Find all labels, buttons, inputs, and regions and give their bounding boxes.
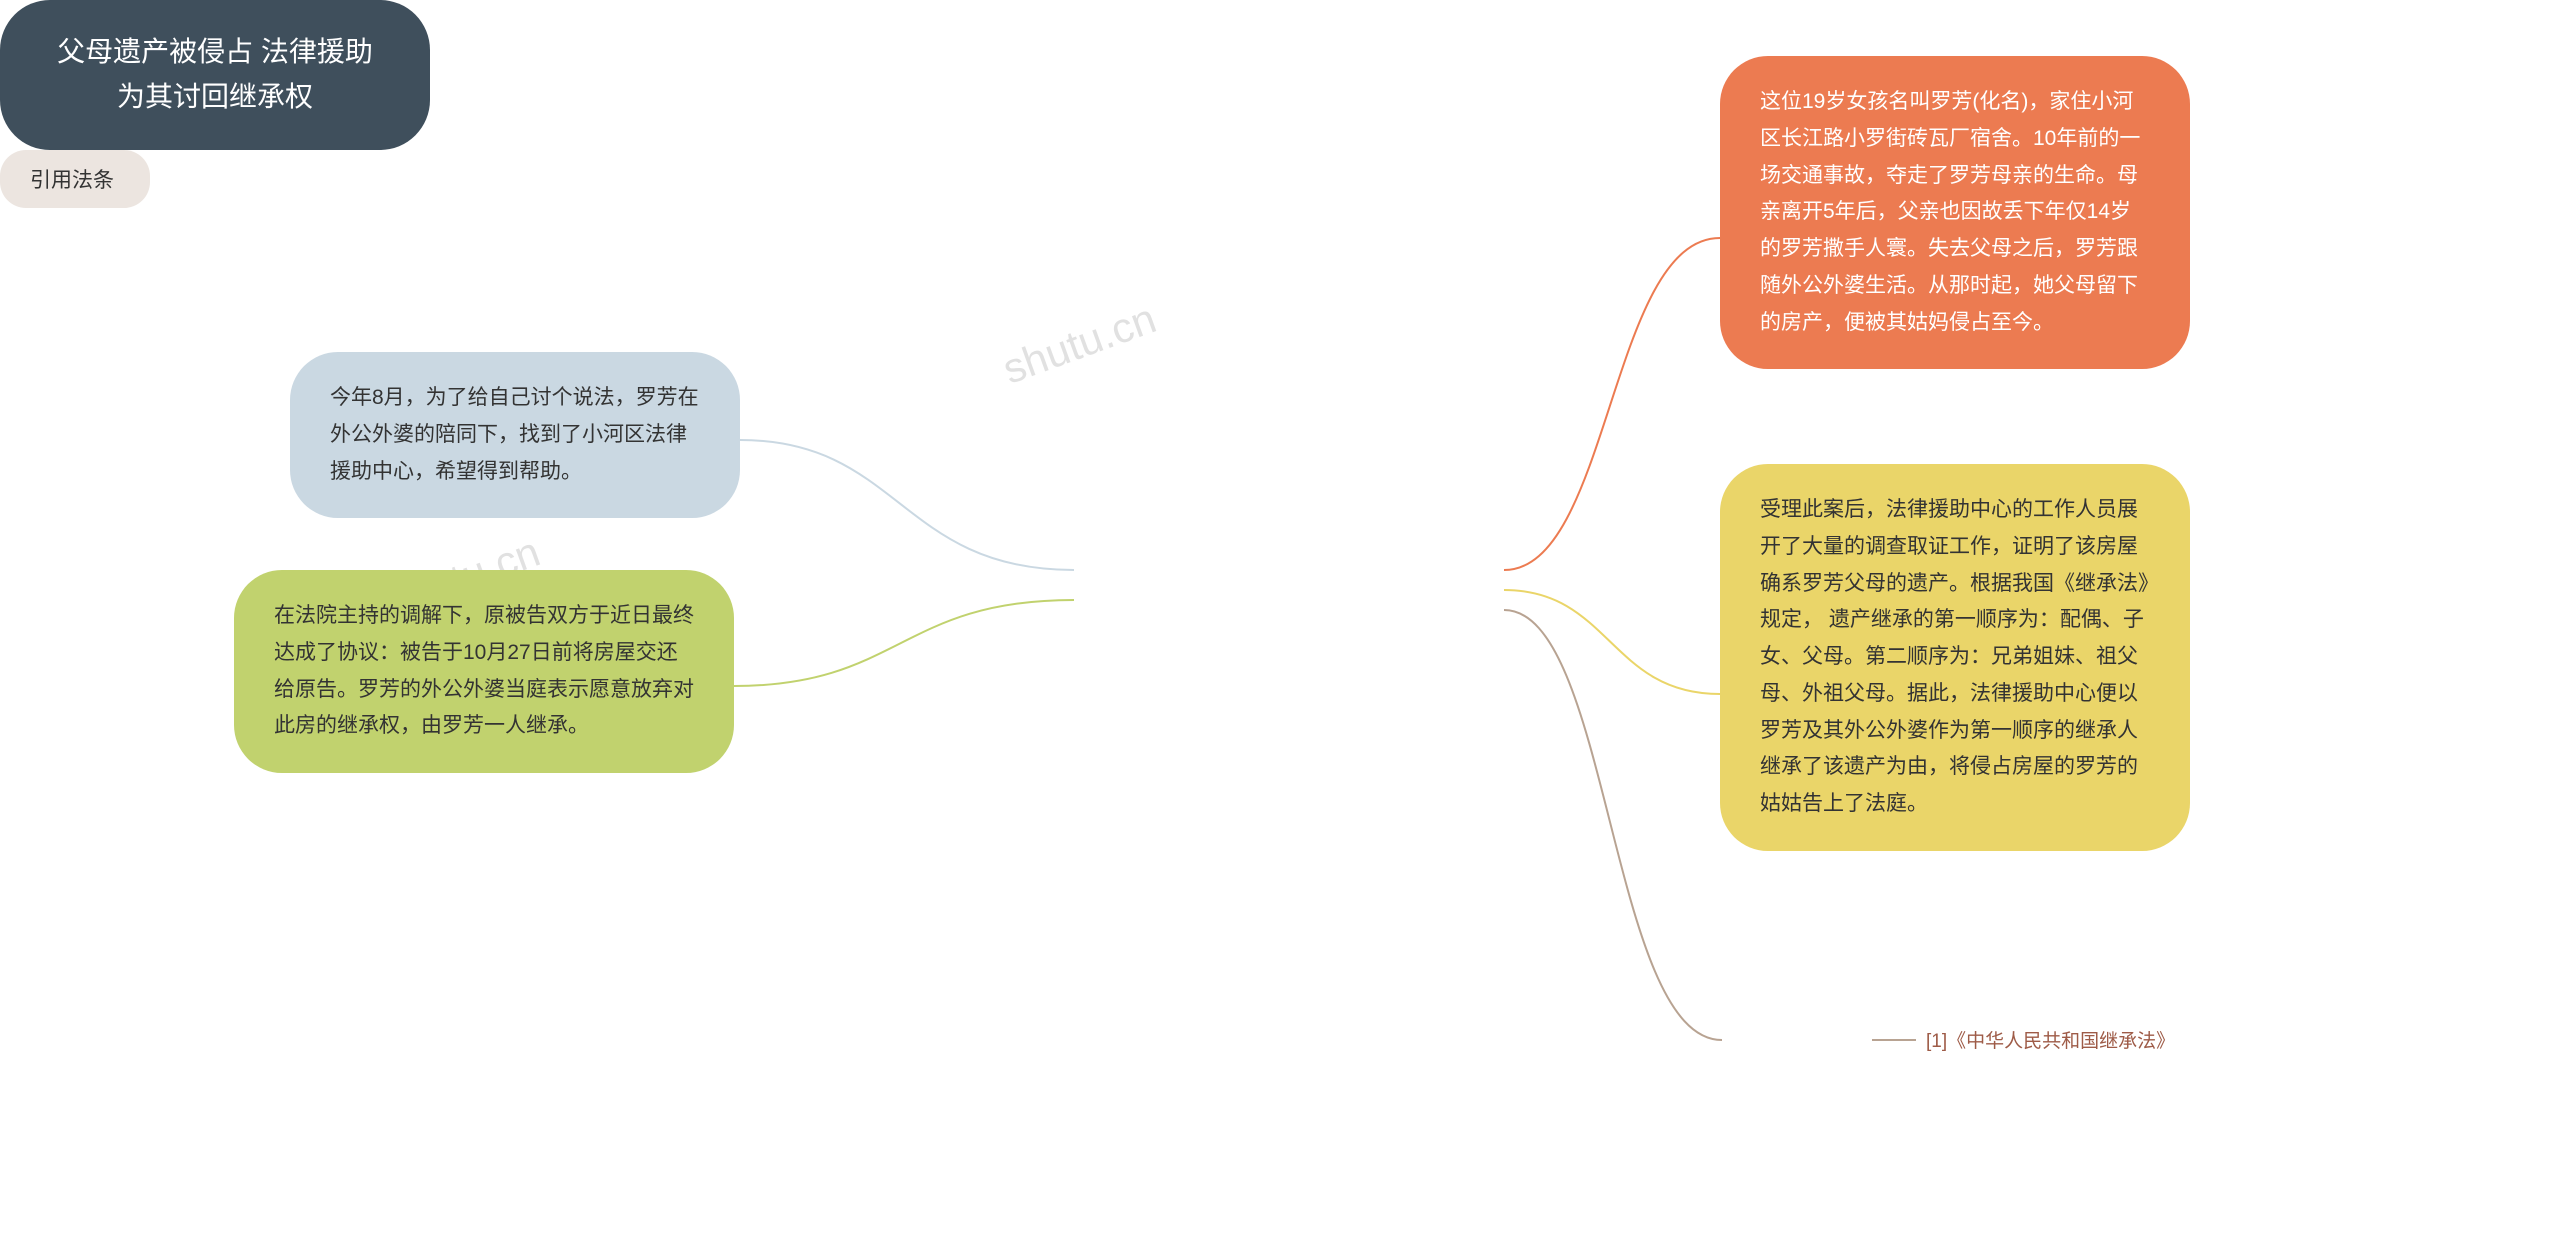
center-node: 父母遗产被侵占 法律援助为其讨回继承权 (0, 0, 430, 150)
node-green: 在法院主持的调解下，原被告双方于近日最终达成了协议：被告于10月27日前将房屋交… (234, 570, 734, 773)
leaf-law-ref: [1]《中华人民共和国继承法》 (1926, 1026, 2175, 1053)
watermark-2: shutu.cn (997, 294, 1163, 393)
node-cite: 引用法条 (0, 150, 150, 208)
node-blue: 今年8月，为了给自己讨个说法，罗芳在外公外婆的陪同下，找到了小河区法律援助中心，… (290, 352, 740, 518)
node-yellow: 受理此案后，法律援助中心的工作人员展开了大量的调查取证工作，证明了该房屋确系罗芳… (1720, 464, 2190, 851)
node-orange: 这位19岁女孩名叫罗芳(化名)，家住小河区长江路小罗街砖瓦厂宿舍。10年前的一场… (1720, 56, 2190, 369)
